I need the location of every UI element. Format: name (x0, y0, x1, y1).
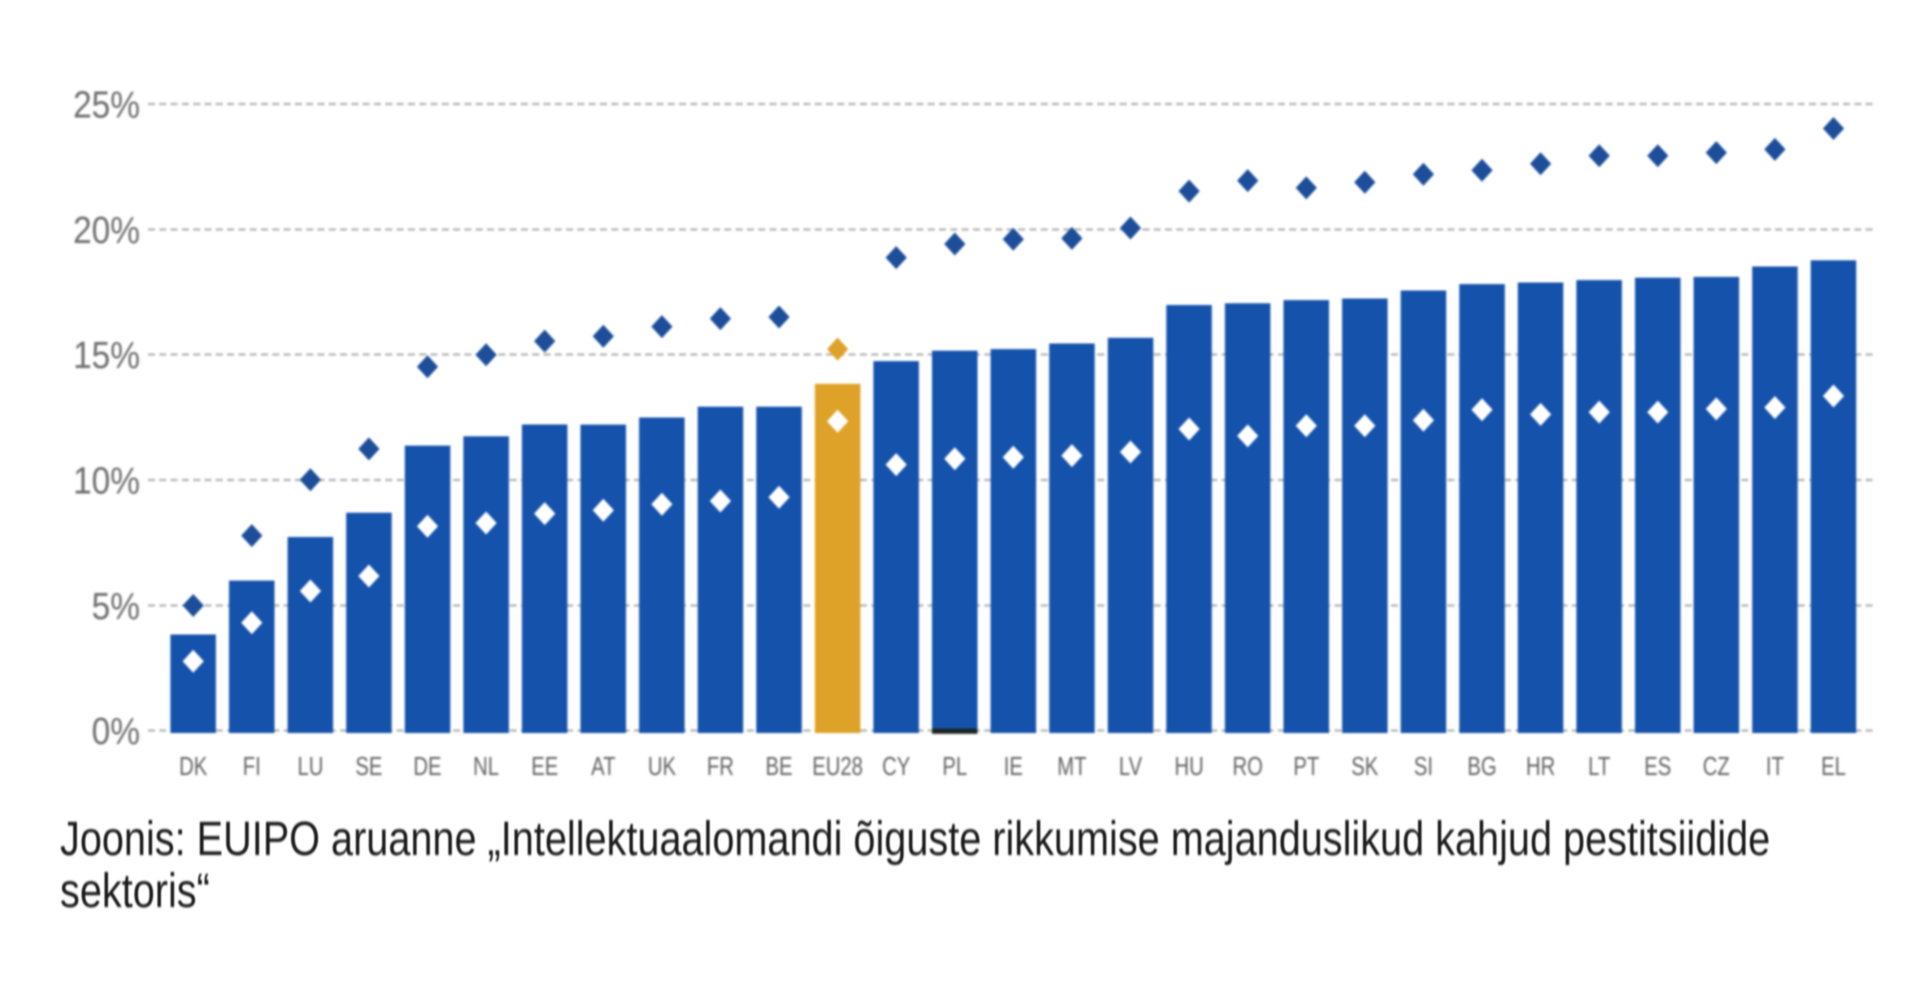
svg-text:IT: IT (1766, 752, 1784, 781)
svg-text:CY: CY (882, 752, 911, 781)
svg-text:RO: RO (1232, 752, 1262, 781)
svg-text:20%: 20% (73, 209, 140, 251)
svg-text:PL: PL (942, 752, 967, 781)
svg-text:FI: FI (243, 752, 261, 781)
svg-text:HR: HR (1526, 752, 1555, 781)
svg-text:PT: PT (1293, 752, 1319, 781)
svg-text:BG: BG (1467, 752, 1496, 781)
svg-text:15%: 15% (73, 334, 140, 376)
svg-text:LU: LU (297, 752, 323, 781)
svg-text:IE: IE (1004, 752, 1023, 781)
svg-text:ES: ES (1644, 752, 1671, 781)
svg-text:AT: AT (591, 752, 615, 781)
svg-text:LT: LT (1588, 752, 1610, 781)
svg-text:EE: EE (531, 752, 558, 781)
svg-text:EL: EL (1821, 752, 1846, 781)
svg-text:LV: LV (1119, 752, 1143, 781)
svg-text:NL: NL (473, 752, 499, 781)
svg-text:BE: BE (765, 752, 792, 781)
svg-text:CZ: CZ (1703, 752, 1730, 781)
svg-text:SI: SI (1414, 752, 1433, 781)
svg-text:10%: 10% (73, 460, 140, 502)
svg-text:DE: DE (413, 752, 441, 781)
svg-text:SK: SK (1351, 752, 1378, 781)
svg-text:SE: SE (355, 752, 382, 781)
svg-text:DK: DK (179, 752, 208, 781)
svg-text:EU28: EU28 (812, 752, 863, 781)
svg-text:UK: UK (648, 752, 677, 781)
svg-text:FR: FR (707, 752, 734, 781)
svg-text:MT: MT (1057, 752, 1086, 781)
svg-text:25%: 25% (73, 84, 140, 126)
svg-text:5%: 5% (92, 585, 140, 627)
svg-text:0%: 0% (92, 710, 140, 752)
svg-text:HU: HU (1174, 752, 1203, 781)
